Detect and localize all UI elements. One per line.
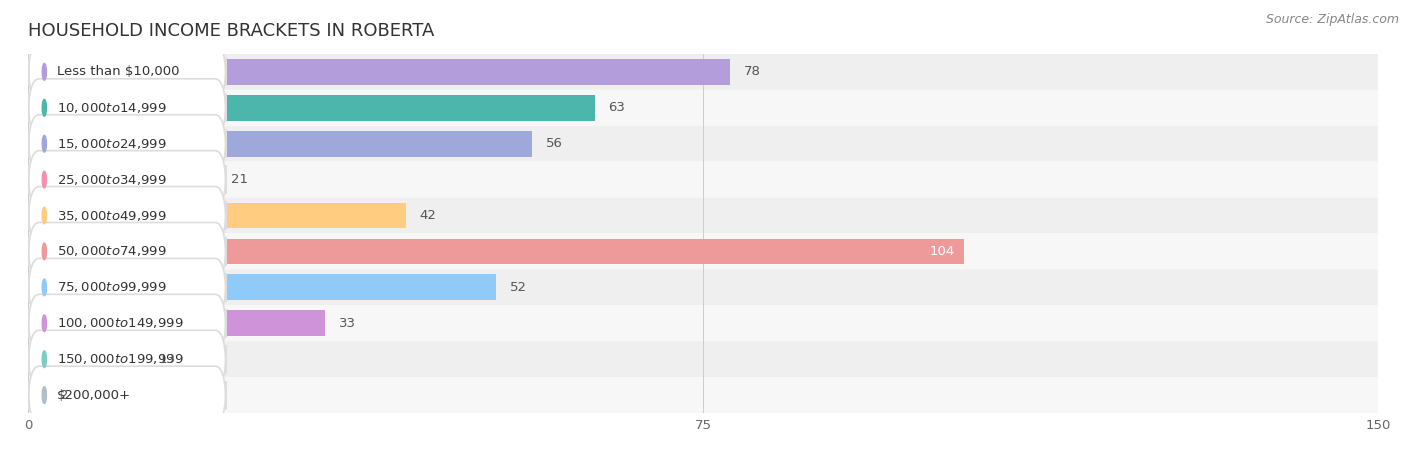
FancyBboxPatch shape xyxy=(28,233,1378,269)
Text: 104: 104 xyxy=(929,245,955,258)
FancyBboxPatch shape xyxy=(28,341,1378,377)
Circle shape xyxy=(42,243,46,260)
Text: 21: 21 xyxy=(231,173,247,186)
Text: 78: 78 xyxy=(744,66,761,78)
FancyBboxPatch shape xyxy=(28,223,226,280)
Circle shape xyxy=(42,279,46,296)
Text: 2: 2 xyxy=(59,389,67,401)
Text: 42: 42 xyxy=(419,209,436,222)
FancyBboxPatch shape xyxy=(28,198,1378,233)
Text: $25,000 to $34,999: $25,000 to $34,999 xyxy=(56,172,166,187)
Circle shape xyxy=(42,171,46,188)
Text: 56: 56 xyxy=(546,137,562,150)
FancyBboxPatch shape xyxy=(28,151,226,208)
FancyBboxPatch shape xyxy=(28,377,1378,413)
FancyBboxPatch shape xyxy=(28,90,1378,126)
FancyBboxPatch shape xyxy=(28,115,226,172)
FancyBboxPatch shape xyxy=(28,269,1378,305)
Circle shape xyxy=(42,207,46,224)
FancyBboxPatch shape xyxy=(28,330,226,388)
Text: $200,000+: $200,000+ xyxy=(56,389,131,401)
Text: 63: 63 xyxy=(609,101,626,114)
Text: Less than $10,000: Less than $10,000 xyxy=(56,66,180,78)
Bar xyxy=(28,202,406,229)
Circle shape xyxy=(42,63,46,80)
Text: $75,000 to $99,999: $75,000 to $99,999 xyxy=(56,280,166,295)
Bar xyxy=(28,346,145,372)
Circle shape xyxy=(42,99,46,116)
FancyBboxPatch shape xyxy=(28,162,1378,198)
Bar xyxy=(28,167,217,193)
Text: $50,000 to $74,999: $50,000 to $74,999 xyxy=(56,244,166,259)
FancyBboxPatch shape xyxy=(28,43,226,101)
Text: 52: 52 xyxy=(509,281,526,294)
Text: $150,000 to $199,999: $150,000 to $199,999 xyxy=(56,352,183,366)
Text: 13: 13 xyxy=(159,353,176,365)
Bar xyxy=(28,310,325,336)
Circle shape xyxy=(42,315,46,332)
Text: $100,000 to $149,999: $100,000 to $149,999 xyxy=(56,316,183,330)
Bar xyxy=(28,131,531,157)
Text: HOUSEHOLD INCOME BRACKETS IN ROBERTA: HOUSEHOLD INCOME BRACKETS IN ROBERTA xyxy=(28,22,434,40)
Bar xyxy=(28,238,965,264)
Text: $35,000 to $49,999: $35,000 to $49,999 xyxy=(56,208,166,223)
Text: $15,000 to $24,999: $15,000 to $24,999 xyxy=(56,136,166,151)
FancyBboxPatch shape xyxy=(28,126,1378,162)
FancyBboxPatch shape xyxy=(28,79,226,136)
Circle shape xyxy=(42,387,46,404)
FancyBboxPatch shape xyxy=(28,187,226,244)
Text: Source: ZipAtlas.com: Source: ZipAtlas.com xyxy=(1265,13,1399,26)
FancyBboxPatch shape xyxy=(28,295,226,352)
Circle shape xyxy=(42,351,46,368)
Bar xyxy=(28,382,46,408)
Bar xyxy=(28,59,730,85)
Circle shape xyxy=(42,135,46,152)
FancyBboxPatch shape xyxy=(28,366,226,424)
FancyBboxPatch shape xyxy=(28,305,1378,341)
Text: 33: 33 xyxy=(339,317,356,330)
Bar xyxy=(28,274,496,300)
FancyBboxPatch shape xyxy=(28,259,226,316)
Bar xyxy=(28,95,595,121)
FancyBboxPatch shape xyxy=(28,54,1378,90)
Text: $10,000 to $14,999: $10,000 to $14,999 xyxy=(56,101,166,115)
